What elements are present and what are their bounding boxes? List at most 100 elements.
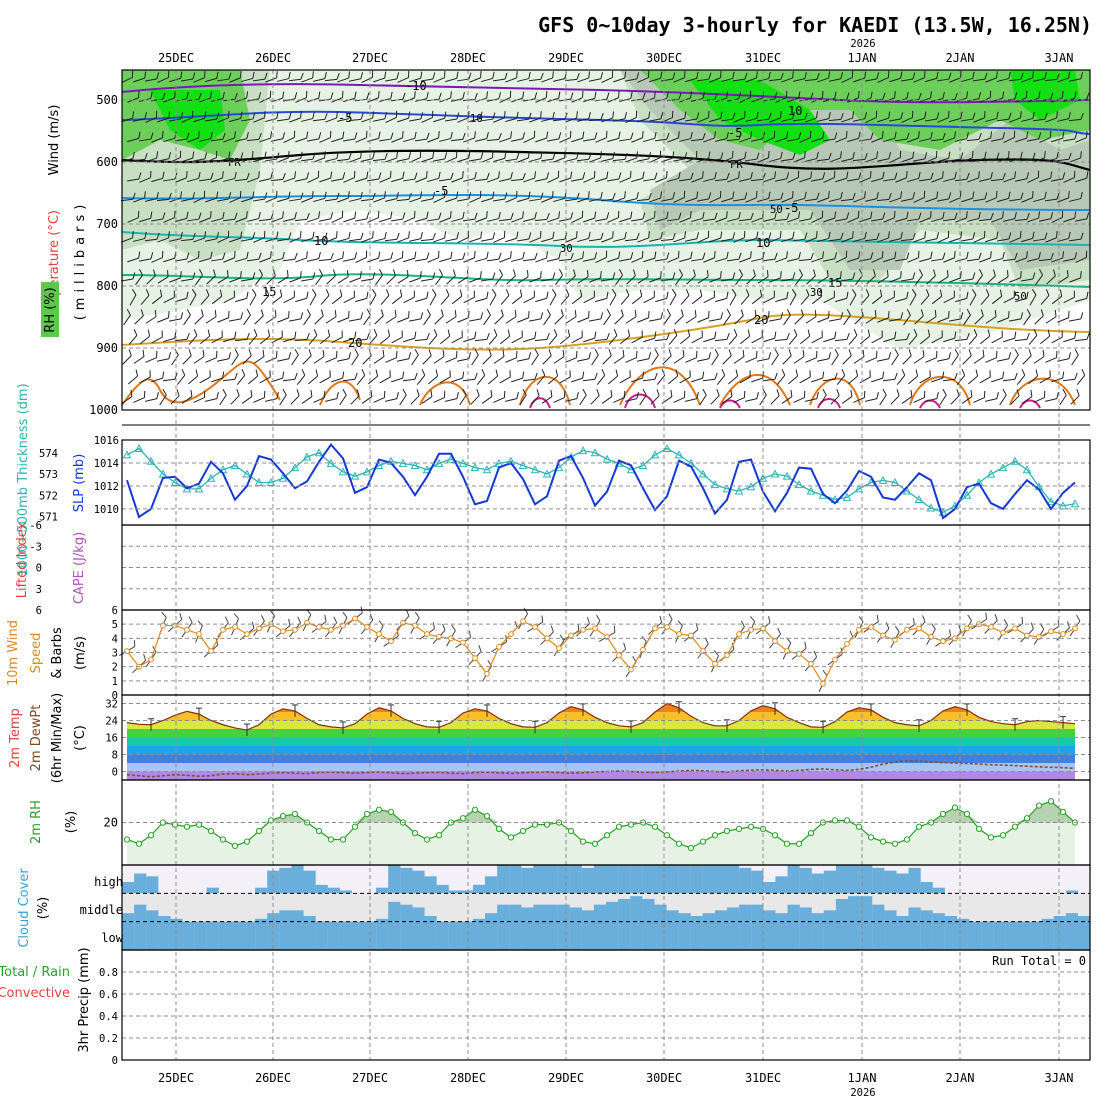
- wind-barb: [960, 112, 976, 122]
- wind-barb: [925, 350, 938, 363]
- wind10m-point: [940, 638, 946, 645]
- wind-barb: [438, 172, 454, 182]
- cloud-bar-middle: [497, 904, 510, 922]
- wind-barb: [942, 212, 958, 222]
- cloud-bar-middle: [485, 913, 498, 922]
- li-tick: 6: [36, 605, 42, 617]
- cloud-bar-middle: [400, 904, 413, 922]
- wind-barb: [1057, 191, 1070, 203]
- wind-barb: [313, 349, 325, 364]
- wind-barb: [661, 272, 676, 282]
- cloud-bar-high: [134, 873, 147, 894]
- wind-barb: [505, 190, 518, 203]
- wind-barb: [805, 392, 819, 402]
- wind-barb: [990, 172, 1006, 182]
- thickness-tick: 574: [39, 448, 58, 460]
- slp-tick: 1014: [94, 458, 119, 470]
- wind-barb: [1051, 289, 1063, 305]
- cloud-bar-low: [521, 921, 534, 950]
- cloud-bar-middle: [569, 907, 582, 922]
- wind-barb: [1032, 232, 1048, 242]
- wind-barb: [266, 269, 276, 285]
- cloud-bar-middle: [884, 910, 897, 922]
- wind-barb: [1008, 72, 1024, 82]
- wind-barb: [320, 289, 330, 305]
- wind-barb: [577, 71, 591, 83]
- wind-barb: [805, 310, 817, 324]
- wind10m-barb: [791, 641, 807, 660]
- cloud-bar-low: [872, 921, 885, 950]
- wind-barb: [552, 232, 568, 242]
- wind-barb: [637, 231, 650, 243]
- wind-barb: [325, 151, 339, 162]
- wind-barb: [474, 332, 490, 342]
- wind-barb: [181, 151, 195, 163]
- cloud-bar-low: [823, 921, 836, 950]
- wind-barb: [577, 231, 591, 243]
- thickness-point: [1070, 499, 1080, 508]
- wind-barb: [685, 392, 699, 402]
- wind-barb: [180, 232, 196, 242]
- chart-title: GFS 0~10day 3-hourly for KAEDI (13.5W, 1…: [538, 13, 1092, 37]
- wind-barb: [265, 190, 278, 203]
- wind-barb: [841, 70, 854, 83]
- wind-barb: [853, 191, 866, 203]
- wind-barb: [607, 172, 622, 182]
- wind-barb: [637, 311, 650, 323]
- cloud-bar-middle: [702, 913, 715, 922]
- wind-barb: [133, 390, 146, 403]
- wind-barb: [254, 309, 264, 325]
- wind-barb: [745, 190, 758, 203]
- wind-barb: [205, 112, 220, 122]
- wind-barb: [560, 289, 570, 305]
- wind-barb: [439, 370, 451, 384]
- cloud-bar-low: [763, 921, 776, 950]
- cloud-bar-low: [618, 921, 631, 950]
- wind-barb: [337, 352, 352, 362]
- wind-barb: [883, 331, 897, 343]
- wind-barb: [253, 390, 266, 403]
- thickness-point: [770, 469, 780, 478]
- wind-barb: [595, 250, 608, 263]
- wind-barb: [834, 92, 850, 102]
- wind-barb: [349, 151, 362, 163]
- date-label-bottom: 29DEC: [548, 1071, 584, 1085]
- cloud-bar-high: [424, 876, 437, 894]
- wind-barb: [145, 192, 159, 202]
- wind-barb: [295, 172, 310, 182]
- wind-barb: [420, 232, 436, 242]
- wind-barb: [235, 132, 249, 142]
- wind-barb: [571, 210, 584, 223]
- wind-barb: [319, 171, 333, 183]
- cloud-bar-high: [896, 873, 909, 894]
- wind-barb: [906, 212, 922, 222]
- cloud-bar-low: [400, 921, 413, 950]
- wind-barb: [949, 71, 962, 83]
- wind-barb: [792, 232, 808, 242]
- wind-barb: [1033, 349, 1045, 364]
- wind-barb: [217, 230, 230, 243]
- wind-barb: [565, 151, 579, 162]
- cloud-bar-middle: [521, 907, 534, 922]
- rh-point: [735, 825, 743, 832]
- cloud-bar-high: [448, 890, 461, 894]
- rh-point: [651, 823, 659, 830]
- wind-barb: [559, 171, 573, 183]
- wind-barb: [739, 370, 751, 384]
- ylabel-2m-dewpt: 2m DewPt: [29, 705, 44, 772]
- wind-barb: [397, 70, 410, 83]
- wind-barb: [181, 110, 194, 123]
- wind10m-point: [580, 626, 586, 633]
- wind-barb: [253, 111, 266, 123]
- wind-barb: [138, 132, 154, 142]
- wind-barb: [739, 251, 752, 263]
- wind-barb: [709, 190, 722, 203]
- wind-barb: [973, 192, 988, 202]
- wind-barb: [631, 171, 645, 183]
- rh-point: [951, 804, 959, 811]
- wind-barb: [787, 211, 801, 223]
- contour-minus-10: [121, 83, 1091, 104]
- cloud-bar-middle: [763, 910, 776, 922]
- wind-barb: [768, 72, 784, 82]
- wind-barb: [774, 212, 790, 222]
